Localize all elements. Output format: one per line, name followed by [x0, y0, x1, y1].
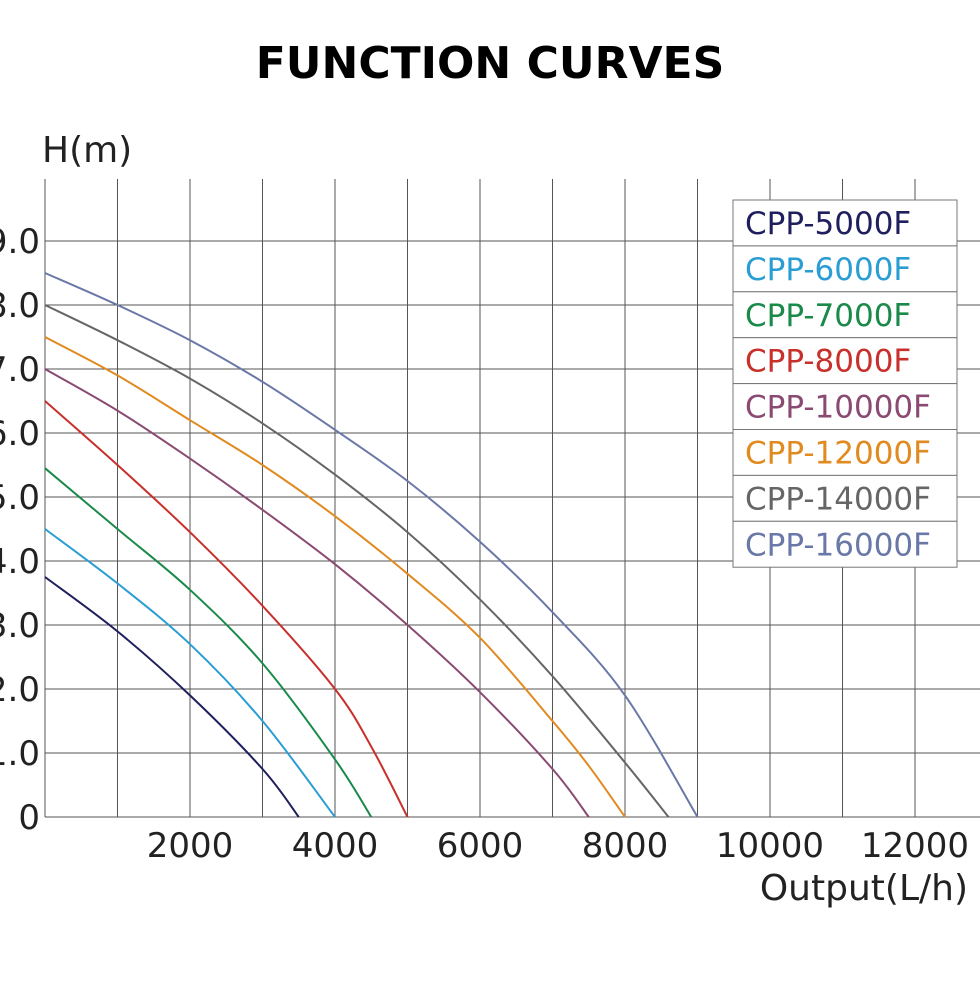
legend-label-cpp-6000f: CPP-6000F: [745, 252, 911, 288]
x-tick-label: 12000: [861, 826, 969, 866]
legend-label-cpp-16000f: CPP-16000F: [745, 527, 931, 563]
series-lines: [44, 272, 699, 818]
chart-title: FUNCTION CURVES: [256, 38, 725, 89]
legend-label-cpp-8000f: CPP-8000F: [745, 344, 911, 380]
y-tick-label: 9.0: [0, 222, 40, 262]
y-tick-label: 5.0: [0, 478, 40, 518]
y-tick-label: 2.0: [0, 670, 40, 710]
legend-cell: [732, 199, 958, 247]
y-tick-label: 7.0: [0, 350, 40, 390]
legend-label-cpp-5000f: CPP-5000F: [745, 206, 911, 242]
legend-cell: [732, 520, 958, 568]
series-line-cpp-16000f: [44, 272, 699, 818]
tick-labels: 2000 4000 6000 8000 10000 12000 0 1.0 2.0 3.0 4.0 5…: [0, 222, 969, 866]
series-line-cpp-14000f: [44, 304, 670, 818]
series-line-cpp-8000f: [44, 400, 409, 818]
legend-label-cpp-7000f: CPP-7000F: [745, 298, 911, 334]
legend-cell: [732, 291, 958, 339]
y-tick-label: 4.0: [0, 542, 40, 582]
x-tick-label: 4000: [292, 826, 379, 866]
series-line-cpp-7000f: [44, 467, 373, 818]
y-tick-label: 0: [18, 798, 40, 838]
series-line-cpp-10000f: [44, 368, 590, 818]
legend-cell: [732, 383, 958, 431]
x-tick-label: 10000: [716, 826, 824, 866]
legend-cell: [732, 337, 958, 385]
legend-cell: [732, 474, 958, 522]
series-line-cpp-12000f: [44, 336, 626, 818]
x-tick-label: 8000: [582, 826, 669, 866]
x-tick-label: 6000: [437, 826, 524, 866]
y-tick-label: 8.0: [0, 286, 40, 326]
y-axis-label: H(m): [42, 130, 132, 171]
y-tick-label: 3.0: [0, 606, 40, 646]
legend-cell: [732, 245, 958, 293]
x-axis-label: Output(L/h): [760, 868, 968, 909]
legend-label-cpp-12000f: CPP-12000F: [745, 435, 931, 471]
y-tick-label: 1.0: [0, 734, 40, 774]
series-line-cpp-6000f: [44, 528, 336, 818]
legend-label-cpp-14000f: CPP-14000F: [745, 481, 931, 517]
x-tick-label: 2000: [147, 826, 234, 866]
legend: CPP-5000F CPP-6000F CPP-7000F CPP-8000F CPP-…: [732, 199, 958, 568]
legend-label-cpp-10000f: CPP-10000F: [745, 390, 931, 426]
legend-cell: [732, 429, 958, 476]
series-line-cpp-5000f: [44, 576, 300, 818]
y-tick-label: 6.0: [0, 414, 40, 454]
